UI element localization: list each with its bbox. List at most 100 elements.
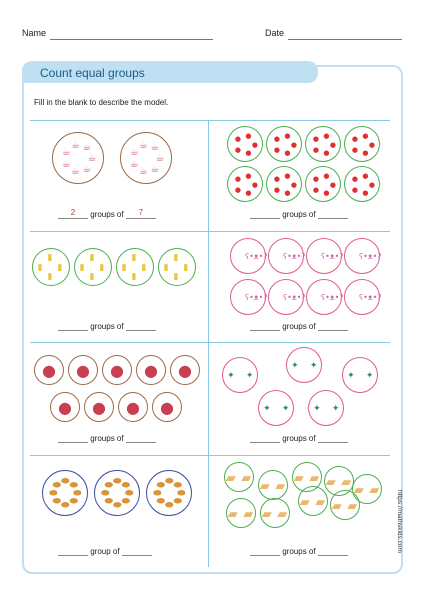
sandwich-icon: ▰ [241, 470, 252, 486]
blank-groups[interactable] [250, 208, 280, 219]
cookie-icon: ⬬ [104, 496, 114, 508]
apple-icon: ● [362, 149, 369, 158]
milk-carton-icon: ▮ [131, 272, 137, 283]
side-url: https://mathskids.com [396, 490, 403, 553]
teddy-bear-icon: ʕ•ᴥ•ʔ [245, 293, 268, 302]
answer-line-p3: groups of [58, 320, 156, 331]
candy-icon: ✦ [365, 370, 374, 381]
apple-icon: ● [234, 134, 242, 143]
apple-icon: ● [234, 186, 242, 194]
blank-each[interactable] [317, 432, 348, 443]
group-circle: ● [118, 392, 148, 422]
cookie-icon: ⬬ [165, 476, 174, 488]
milk-carton-icon: ▮ [89, 272, 95, 283]
blank-each[interactable] [317, 208, 348, 219]
row-divider [30, 342, 390, 343]
group-circle: ▰ ▰ [330, 490, 360, 520]
blank-groups[interactable] [58, 545, 88, 556]
answer-text: groups of [282, 434, 316, 443]
sandwich-icon: ▰ [347, 498, 358, 514]
apple-icon: ● [368, 140, 375, 149]
group-circle: ⬬ ⬬ ⬬ ⬬ ⬬ ⬬ ⬬ ⬬ [146, 470, 192, 516]
group-circle: ▰ ▰ [226, 498, 256, 528]
teddy-bear-icon: ʕ•ᴥ•ʔ [321, 252, 344, 261]
milk-carton-icon: ▮ [173, 272, 179, 283]
apple-icon: ● [284, 131, 291, 140]
row-divider [30, 455, 390, 456]
apple-icon: ● [284, 149, 291, 158]
group-circle: ▰ ▰ [258, 470, 288, 500]
apple-icon: ● [251, 140, 258, 149]
answer-line-p7: group of [58, 545, 152, 556]
blank-each[interactable] [121, 545, 152, 556]
apple-icon: ● [351, 186, 359, 194]
blank-each[interactable] [317, 320, 348, 331]
answer-text: groups of [90, 322, 124, 331]
cookie-icon: ⬬ [49, 488, 58, 499]
name-label: Name [22, 28, 47, 38]
blank-each[interactable] [317, 545, 348, 556]
cookie-icon: ⬬ [124, 488, 134, 499]
cookie-icon: ⬬ [69, 479, 78, 491]
apple-icon: ● [312, 146, 320, 154]
teacup-icon: ☕ [150, 142, 160, 154]
group-circle: ▮ ▮ ▮ ▮ [74, 248, 112, 286]
teacup-icon: ☕ [138, 166, 148, 178]
group-circle: ⬬ ⬬ ⬬ ⬬ ⬬ ⬬ ⬬ ⬬ [42, 470, 88, 516]
group-circle: ● ● ● ● ● [344, 126, 380, 162]
milk-carton-icon: ▮ [173, 252, 179, 263]
answer-line-p4: groups of [250, 320, 348, 331]
teddy-bear-icon: ʕ•ᴥ•ʔ [283, 293, 306, 302]
answer-line-p6: groups of [250, 432, 348, 443]
meat-slice-icon: ● [92, 398, 106, 417]
cookie-icon: ⬬ [156, 479, 166, 491]
teacup-icon: ☕ [61, 158, 71, 170]
group-circle: ☕ ☕ ☕ ☕ ☕ ☕ ☕ [52, 132, 104, 184]
group-circle: ● [152, 392, 182, 422]
candy-icon: ✦ [347, 370, 355, 381]
milk-carton-icon: ▮ [79, 262, 85, 273]
meat-slice-icon: ● [144, 361, 158, 380]
blank-each[interactable] [125, 432, 156, 443]
teacup-icon: ☕ [70, 139, 80, 151]
blank-each[interactable]: 7 [125, 208, 156, 219]
meat-slice-icon: ● [110, 361, 124, 380]
blank-groups[interactable]: 2 [58, 208, 88, 219]
blank-each[interactable] [125, 320, 156, 331]
group-circle: ● [68, 355, 98, 385]
apple-icon: ● [323, 189, 330, 198]
apple-icon: ● [323, 171, 330, 180]
cookie-icon: ⬬ [165, 499, 174, 511]
blank-groups[interactable] [58, 320, 88, 331]
group-circle: ʕ•ᴥ•ʔ [306, 279, 343, 315]
teacup-icon: ☕ [150, 163, 160, 175]
apple-icon: ● [362, 171, 369, 180]
blank-groups[interactable] [250, 320, 280, 331]
sandwich-icon: ▰ [331, 498, 342, 514]
blank-groups[interactable] [58, 432, 88, 443]
blank-groups[interactable] [250, 432, 280, 443]
group-circle: ● ● ● ● ● [227, 166, 263, 202]
sandwich-icon: ▰ [325, 474, 336, 490]
apple-icon: ● [312, 134, 320, 143]
group-circle: ✦ ✦ [258, 390, 294, 426]
group-circle: ▮ ▮ ▮ ▮ [158, 248, 196, 286]
group-circle: ✦ ✦ [308, 390, 344, 426]
teacup-icon: ☕ [82, 142, 92, 154]
column-divider [208, 120, 209, 567]
cookie-icon: ⬬ [121, 479, 130, 491]
cookie-icon: ⬬ [101, 488, 110, 499]
meat-slice-icon: ● [76, 361, 90, 380]
cookie-icon: ⬬ [61, 476, 70, 488]
title-banner [22, 61, 318, 83]
sandwich-icon: ▰ [225, 470, 236, 486]
teacup-icon: ☕ [61, 147, 71, 159]
blank-groups[interactable] [250, 545, 280, 556]
apple-icon: ● [284, 171, 291, 180]
group-circle: ʕ•ᴥ•ʔ [344, 238, 381, 274]
sandwich-icon: ▰ [369, 482, 380, 498]
meat-slice-icon: ● [178, 361, 192, 380]
sandwich-icon: ▰ [353, 482, 364, 498]
milk-carton-icon: ▮ [131, 252, 137, 263]
sandwich-icon: ▰ [309, 470, 320, 486]
